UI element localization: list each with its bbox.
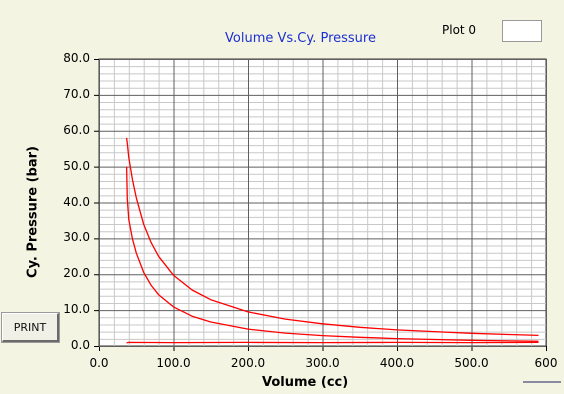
legend-label: Plot 0 — [442, 23, 477, 37]
y-axis-label: Cy. Pressure (bar) — [25, 146, 41, 278]
x-tick-label: 400.0 — [379, 356, 415, 370]
series-plot-0 — [125, 137, 539, 344]
x-tick-label: 100.0 — [156, 356, 191, 370]
scroll-indicator — [523, 381, 561, 383]
y-tick-label: 10.0 — [63, 302, 90, 317]
series-line-compression — [125, 166, 539, 342]
y-tick-label: 0.0 — [70, 338, 90, 352]
y-tick-label: 30.0 — [63, 230, 90, 245]
y-tick-label: 20.0 — [63, 266, 90, 281]
y-tick-label: 80.0 — [63, 51, 90, 65]
legend-swatch — [502, 20, 542, 42]
x-tick-label: 600 — [534, 356, 558, 370]
chart-title: Volume Vs.Cy. Pressure — [225, 31, 376, 46]
x-tick-label: 500.0 — [454, 356, 489, 370]
x-tick-label: 300.0 — [305, 356, 340, 370]
major-grid — [94, 59, 547, 351]
y-tick-label: 40.0 — [63, 194, 90, 209]
y-tick-label: 70.0 — [63, 86, 90, 101]
print-button[interactable]: PRINT — [2, 313, 59, 342]
x-axis-label: Volume (cc) — [262, 375, 349, 390]
x-tick-label: 200.0 — [230, 356, 266, 370]
series-line-expansion — [125, 137, 539, 337]
y-tick-label: 50.0 — [63, 158, 90, 173]
y-tick-label: 60.0 — [63, 122, 90, 137]
x-tick-label: 0.0 — [89, 356, 109, 370]
